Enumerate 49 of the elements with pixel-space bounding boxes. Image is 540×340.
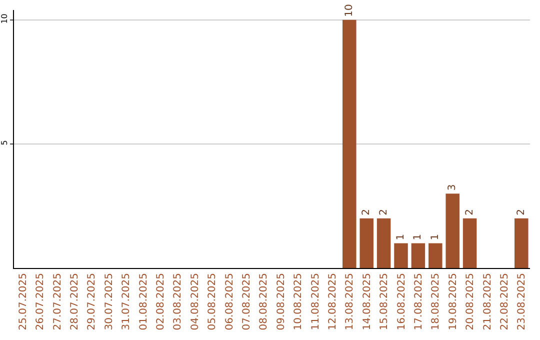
x-tick-label: 13.08.2025 <box>344 273 356 330</box>
x-tick-label: 23.08.2025 <box>516 273 528 330</box>
bar <box>428 243 442 268</box>
x-tick-label: 18.08.2025 <box>430 273 442 330</box>
x-tick-label: 06.08.2025 <box>224 273 236 330</box>
x-tick-label: 30.07.2025 <box>104 273 115 330</box>
x-tick-label: 04.08.2025 <box>190 273 201 330</box>
x-tick-label: 17.08.2025 <box>413 273 424 330</box>
x-tick-label: 02.08.2025 <box>155 273 166 330</box>
x-tick-label: 20.08.2025 <box>465 273 476 330</box>
data-label: 2 <box>361 209 372 216</box>
x-tick-label: 16.08.2025 <box>396 273 408 330</box>
x-tick-label: 28.07.2025 <box>69 273 80 330</box>
x-tick-label: 12.08.2025 <box>327 273 338 330</box>
data-label: 2 <box>464 209 476 216</box>
x-tick-label: 27.07.2025 <box>52 273 64 330</box>
data-label: 2 <box>516 209 527 216</box>
x-tick-label: 25.07.2025 <box>18 273 29 330</box>
x-tick-label: 14.08.2025 <box>362 273 373 330</box>
x-tick-label: 01.08.2025 <box>138 273 150 330</box>
bar <box>446 194 460 268</box>
x-tick-label: 22.08.2025 <box>499 273 510 330</box>
bar <box>462 218 477 268</box>
x-tick-label: 26.07.2025 <box>35 273 46 330</box>
data-label: 1 <box>396 234 406 240</box>
data-label: 1 <box>412 234 424 240</box>
x-tick-label: 03.08.2025 <box>172 273 184 330</box>
x-tick-label: 08.08.2025 <box>258 273 270 330</box>
data-label: 2 <box>378 209 390 216</box>
x-tick-label: 19.08.2025 <box>448 273 459 330</box>
x-tick-label: 29.07.2025 <box>86 273 98 330</box>
x-tick-label: 10.08.2025 <box>293 273 304 330</box>
data-label: 10 <box>344 4 355 17</box>
x-tick-label: 11.08.2025 <box>310 273 322 330</box>
bar <box>394 243 408 268</box>
x-tick-label: 15.08.2025 <box>379 273 390 330</box>
data-label: 1 <box>430 234 441 240</box>
x-tick-label: 31.07.2025 <box>121 273 132 330</box>
y-tick-label: 5 <box>0 140 9 146</box>
data-label: 3 <box>447 184 458 191</box>
x-tick-label: 09.08.2025 <box>276 273 287 330</box>
bar <box>376 218 391 268</box>
x-tick-label: 05.08.2025 <box>207 273 218 330</box>
x-tick-label: 07.08.2025 <box>241 273 252 330</box>
bar <box>360 218 374 268</box>
bar <box>411 243 426 268</box>
bar <box>342 20 356 268</box>
x-tick-label: 21.08.2025 <box>482 273 494 330</box>
bar <box>514 218 528 268</box>
